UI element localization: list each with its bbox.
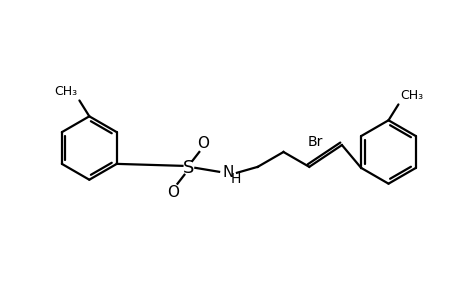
- Text: CH₃: CH₃: [399, 89, 423, 102]
- Text: O: O: [197, 136, 209, 151]
- Text: Br: Br: [307, 135, 322, 149]
- Text: S: S: [182, 159, 194, 177]
- Text: N: N: [222, 165, 233, 180]
- Text: O: O: [167, 185, 179, 200]
- Text: H: H: [230, 172, 241, 186]
- Text: CH₃: CH₃: [54, 85, 77, 98]
